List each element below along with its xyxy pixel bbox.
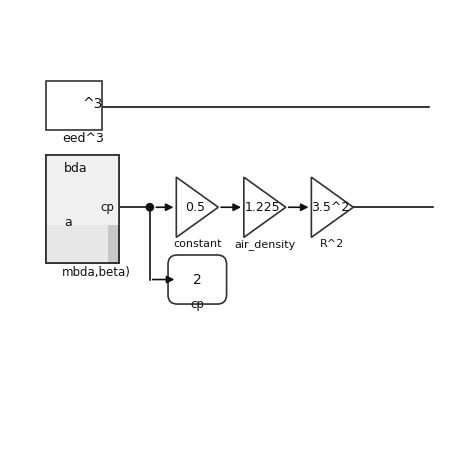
FancyBboxPatch shape xyxy=(46,81,102,130)
Text: R^2: R^2 xyxy=(320,239,345,249)
Circle shape xyxy=(146,204,154,211)
Text: bda: bda xyxy=(64,162,88,175)
Text: 0.5: 0.5 xyxy=(185,201,205,214)
Text: eed^3: eed^3 xyxy=(62,132,104,146)
Text: air_density: air_density xyxy=(234,239,295,250)
Text: 1.225: 1.225 xyxy=(245,201,281,214)
Text: 3.5^2: 3.5^2 xyxy=(311,201,349,214)
Text: 2: 2 xyxy=(193,273,201,286)
FancyBboxPatch shape xyxy=(46,155,119,263)
Text: ^3: ^3 xyxy=(82,97,103,111)
FancyBboxPatch shape xyxy=(46,155,108,263)
Polygon shape xyxy=(244,177,286,237)
Text: a: a xyxy=(64,217,72,229)
FancyBboxPatch shape xyxy=(168,255,227,304)
Polygon shape xyxy=(311,177,353,237)
Polygon shape xyxy=(176,177,219,237)
Text: cp: cp xyxy=(100,201,114,214)
Text: constant: constant xyxy=(173,239,221,249)
Text: cp: cp xyxy=(191,299,204,311)
Text: mbda,beta): mbda,beta) xyxy=(62,265,131,279)
FancyBboxPatch shape xyxy=(46,155,119,226)
